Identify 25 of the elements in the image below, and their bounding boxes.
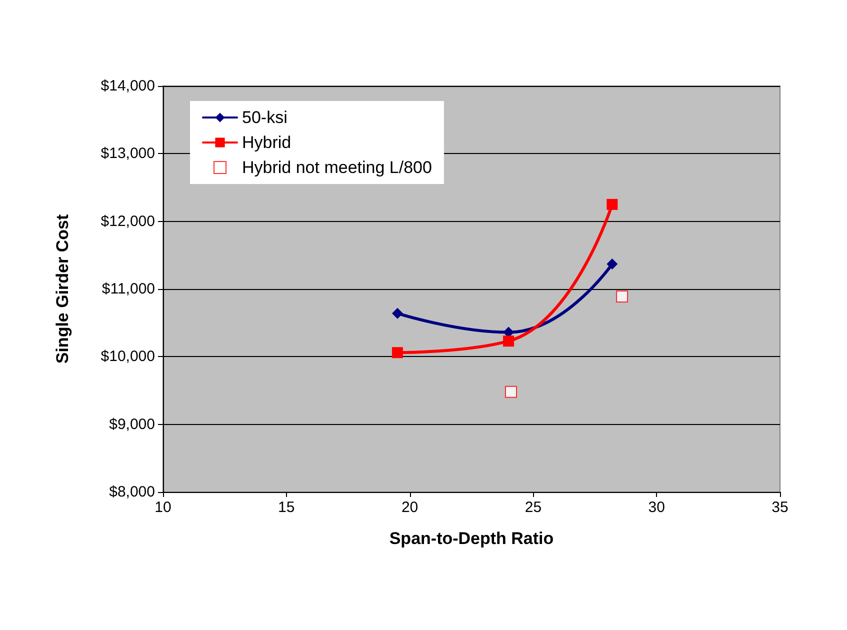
x-tick-label: 30 bbox=[648, 499, 665, 516]
point bbox=[606, 258, 618, 270]
y-tick-label: $10,000 bbox=[100, 348, 155, 366]
point bbox=[504, 386, 517, 398]
x-tick-label: 35 bbox=[772, 499, 788, 516]
point bbox=[392, 308, 403, 319]
x-axis-title: Span-to-Depth Ratio bbox=[389, 529, 554, 548]
x-tick-label: 25 bbox=[524, 499, 542, 516]
point bbox=[503, 336, 514, 347]
legend-label: Hybrid not meeting L/800 bbox=[242, 158, 432, 177]
legend-label: 50-ksi bbox=[242, 108, 288, 127]
point bbox=[392, 347, 403, 358]
point bbox=[616, 290, 628, 302]
y-tick-label: $11,000 bbox=[102, 280, 155, 298]
y-tick-label: $13,000 bbox=[100, 145, 155, 162]
y-tick-label: $9,000 bbox=[109, 416, 155, 433]
y-tick-label: $8,000 bbox=[109, 484, 155, 500]
x-tick-label: 10 bbox=[154, 499, 172, 516]
point bbox=[606, 198, 618, 210]
x-tick-label: 20 bbox=[401, 499, 418, 516]
y-tick-label: $12,000 bbox=[100, 212, 155, 230]
y-axis-title: Single Girder Cost bbox=[53, 214, 72, 364]
y-tick-label: $14,000 bbox=[100, 78, 155, 94]
x-tick-label: 15 bbox=[278, 499, 295, 516]
legend-label: Hybrid bbox=[242, 133, 292, 152]
